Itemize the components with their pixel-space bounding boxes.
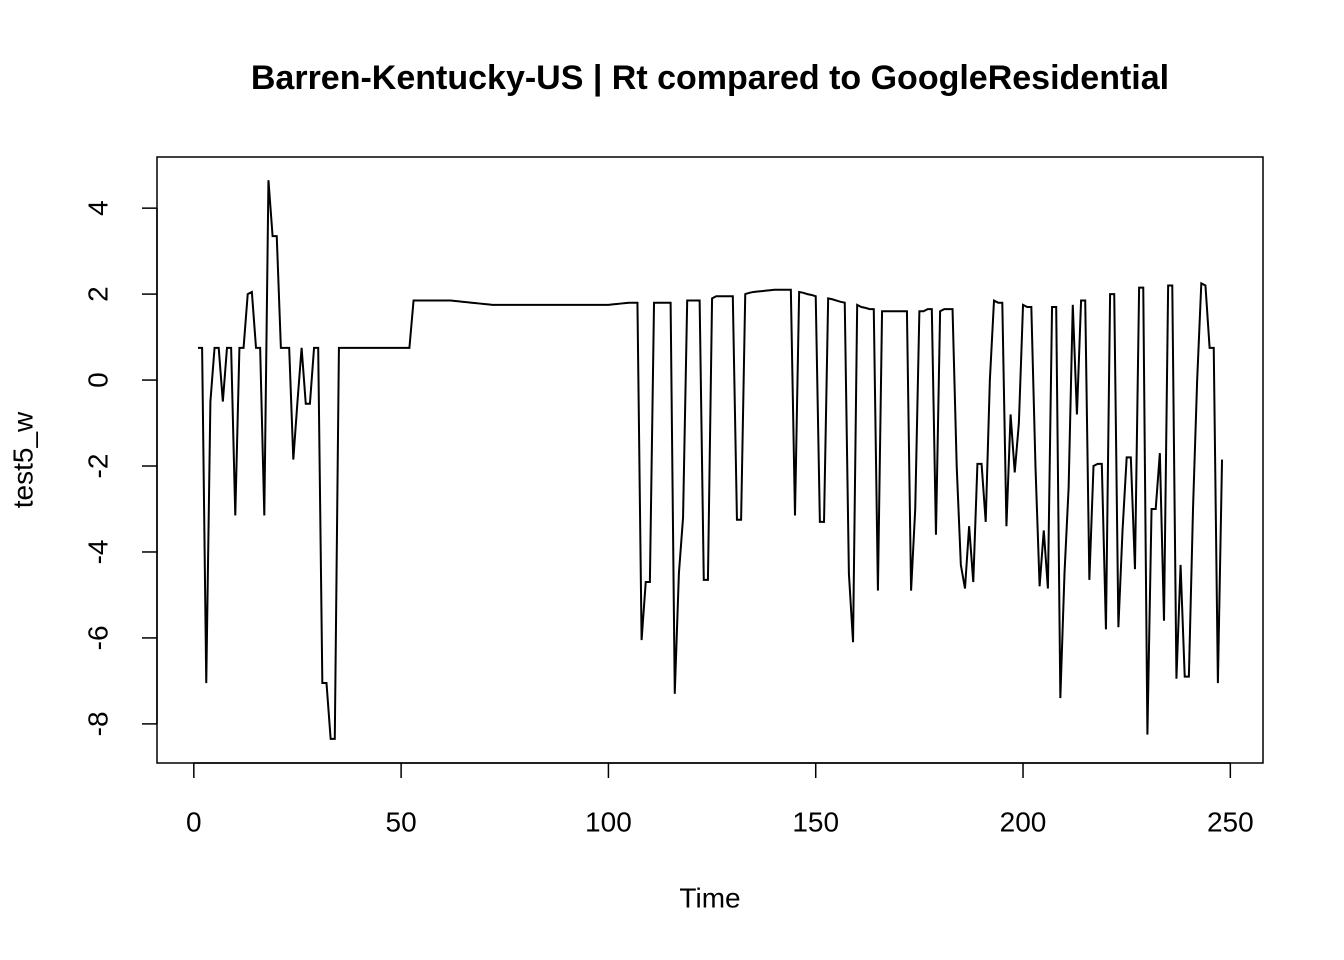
x-tick-label: 200 xyxy=(1000,806,1047,837)
y-tick-label: -8 xyxy=(82,711,113,736)
chart-title: Barren-Kentucky-US | Rt compared to Goog… xyxy=(251,59,1169,97)
x-tick-label: 150 xyxy=(792,806,839,837)
x-axis-label: Time xyxy=(679,882,740,913)
y-tick-label: -4 xyxy=(82,540,113,565)
x-tick-label: 0 xyxy=(186,806,202,837)
y-axis-label: test5_w xyxy=(7,411,38,508)
y-tick-label: 4 xyxy=(82,200,113,216)
x-tick-label: 100 xyxy=(585,806,632,837)
x-tick-label: 250 xyxy=(1207,806,1254,837)
x-tick-label: 50 xyxy=(386,806,417,837)
y-tick-label: 2 xyxy=(82,286,113,302)
y-tick-label: -6 xyxy=(82,625,113,650)
y-tick-label: 0 xyxy=(82,372,113,388)
y-tick-label: -2 xyxy=(82,454,113,479)
data-line xyxy=(197,180,1224,740)
